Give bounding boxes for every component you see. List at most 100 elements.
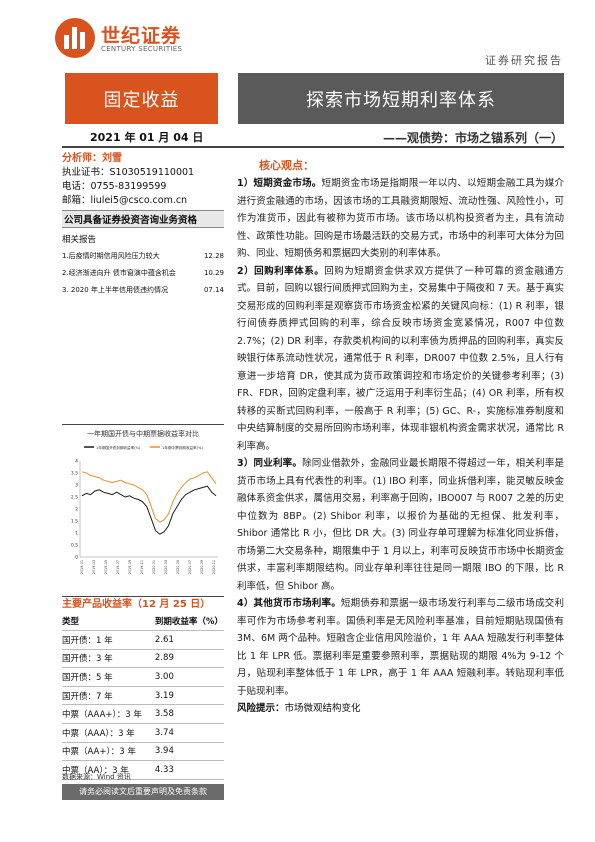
yield-chart-plot: 1年期国开债到期收益率(%) 1年期中票到期收益率(%) 0 0.5 1 1.5 2 2.5 3…	[71, 445, 218, 574]
table-cell: 国开债：7 年	[62, 686, 143, 706]
related-reports-heading: 相关报告	[62, 235, 97, 245]
y-tick-label: 1	[75, 531, 78, 537]
yield-table-title: 主要产品收益率（12 月 25 日）	[62, 596, 224, 612]
table-cell: 国开债：3 年	[62, 649, 143, 669]
table-cell: 国开债：1 年	[62, 630, 143, 650]
report-type: 证券研究报告	[485, 54, 563, 67]
point-lead: 3）同业利率。	[237, 458, 303, 469]
table-row: 国开债：1 年 2.61	[62, 630, 224, 650]
x-tick-label: 2020-09	[200, 560, 204, 574]
related-report-item[interactable]: 3. 2020 年上半年信用债违约情况 07.14	[62, 282, 224, 299]
analyst-name: 分析师：刘雪	[62, 153, 122, 164]
x-tick-label: 2019-05	[104, 560, 108, 574]
related-report-item[interactable]: 2.经济渐进向升 债市窗演中蕴含机会 10.29	[62, 265, 224, 282]
legend-label: 1年期国开债到期收益率(%)	[96, 445, 141, 450]
table-row: 中票（AA）：3 年 4.33	[62, 760, 224, 780]
point-text: 回购为短期资金供求双方提供了一种可靠的资金融通方式。目前，回购以银行间质押式回购…	[237, 265, 564, 452]
table-row: 中票（AA+）：3 年 3.94	[62, 742, 224, 762]
report-title: 探索市场短期利率体系	[238, 73, 564, 124]
logo-text-en: CENTURY SECURITIES	[101, 45, 183, 53]
x-tick-label: 2019-07	[116, 560, 120, 574]
series-line	[81, 471, 217, 523]
table-header-row: 类型 到期收益率（%）	[62, 612, 224, 632]
table-cell: 中票（AA）：3 年	[62, 760, 143, 780]
point-text: 短期债券和票据一级市场发行利率与二级市场成交利率可作为市场参考利率。国债利率是无…	[237, 598, 564, 697]
y-tick-label: 2.5	[71, 495, 78, 501]
risk-note: 风险提示：市场微观结构变化	[237, 700, 564, 717]
related-report-date: 12.28	[203, 252, 224, 260]
table-cell: 3.19	[142, 686, 224, 706]
point-lead: 2）回购利率体系。	[237, 265, 325, 277]
y-tick-label: 0.5	[71, 543, 78, 549]
core-views-heading: 核心观点：	[259, 159, 314, 172]
table-cell: 国开债：5 年	[62, 667, 143, 687]
x-tick-label: 2019-01	[80, 560, 84, 574]
point-paragraph: 2）回购利率体系。回购为短期资金供求双方提供了一种可靠的资金融通方式。目前，回购…	[237, 263, 564, 456]
sidebar: 分析师：刘雪 执业证书：S1030519110001 电话：0755-83199…	[62, 152, 224, 299]
table-cell: 3.94	[142, 742, 224, 762]
table-row: 中票（AAA）：3 年 3.74	[62, 723, 224, 743]
x-tick-label: 2020-01	[152, 560, 156, 574]
analyst-info: 分析师：刘雪 执业证书：S1030519110001 电话：0755-83199…	[62, 152, 224, 208]
related-report-item[interactable]: 1.后疫情时期信用风险压力较大 12.28	[62, 248, 224, 265]
y-tick-label: 0	[75, 555, 78, 561]
related-report-date: 07.14	[203, 286, 224, 294]
chart-title: 一年期国开债与中期票据收益率对比	[87, 430, 199, 438]
logo-text-cn: 世纪证券	[101, 25, 182, 47]
point-text: 除同业借款外，金融同业最长期限不得超过一年，相关利率是货币市场上具有代表性的利率…	[237, 458, 564, 592]
y-tick-label: 4	[75, 459, 78, 465]
qualification-note: 公司具备证券投资咨询业务资格	[62, 210, 224, 228]
x-tick-label: 2020-11	[212, 560, 216, 574]
x-tick-label: 2020-07	[188, 560, 192, 574]
report-date: 2021 年 01 月 04 日	[90, 131, 204, 144]
table-cell: 中票（AA+）：3 年	[62, 742, 143, 762]
x-tick-label: 2019-03	[92, 560, 96, 574]
point-paragraph: 4）其他货币市场利率。短期债券和票据一级市场发行利率与二级市场成交利率可作为市场…	[237, 595, 564, 700]
x-tick-label: 2019-11	[140, 560, 144, 574]
table-cell: 3.74	[142, 723, 224, 743]
point-lead: 4）其他货币市场利率。	[237, 598, 341, 609]
table-header-cell: 类型	[62, 612, 143, 632]
main-content: 核心观点： 1）短期资金市场。短期资金市场是指期限一年以内、以短期金融工具为媒介…	[237, 157, 564, 717]
table-cell: 中票（AAA）：3 年	[62, 723, 143, 743]
header-divider	[62, 146, 564, 148]
company-logo: 世纪证券 CENTURY SECURITIES	[55, 18, 235, 58]
table-row: 中票（AAA+）：3 年 3.58	[62, 704, 224, 725]
legend-label: 1年期中票到期收益率(%)	[162, 445, 203, 450]
analyst-license: 执业证书：S1030519110001	[62, 167, 195, 178]
category-band: 固定收益	[65, 73, 218, 124]
table-row: 国开债：7 年 3.19	[62, 686, 224, 706]
point-paragraph: 1）短期资金市场。短期资金市场是指期限一年以内、以短期金融工具为媒介进行资金融通…	[237, 175, 564, 263]
risk-label: 风险提示：	[237, 703, 285, 714]
related-report-title: 3. 2020 年上半年信用债违约情况	[62, 286, 168, 294]
data-source: 数据来源：Wind 资讯	[62, 773, 131, 781]
yield-table: 类型 到期收益率（%） 国开债：1 年 2.61 国开债：3 年 2.89 国开债：…	[62, 612, 224, 799]
disclaimer-bar[interactable]: 请务必阅读文后重要声明及免责条款	[62, 784, 224, 800]
y-tick-label: 3.5	[71, 471, 78, 477]
y-tick-label: 2	[75, 507, 78, 513]
related-report-title: 1.后疫情时期信用风险压力较大	[62, 252, 160, 260]
risk-text: 市场微观结构变化	[284, 703, 361, 714]
table-row: 国开债：3 年 2.89	[62, 649, 224, 669]
point-text: 短期资金市场是指期限一年以内、以短期金融工具为媒介进行资金融通的市场，因该市场的…	[237, 178, 564, 259]
x-tick-label: 2019-09	[128, 560, 132, 574]
x-tick-label: 2020-05	[176, 560, 180, 574]
yield-chart: 一年期国开债与中期票据收益率对比 1年期国开债到期收益率(%) 1年期中票到期收益…	[62, 424, 224, 587]
table-cell: 3.58	[142, 704, 224, 725]
point-paragraph: 3）同业利率。除同业借款外，金融同业最长期限不得超过一年，相关利率是货币市场上具…	[237, 455, 564, 595]
y-tick-label: 1.5	[71, 519, 78, 525]
related-report-date: 10.29	[203, 269, 224, 277]
table-cell: 中票（AAA+）：3 年	[62, 704, 143, 725]
table-cell: 2.61	[142, 630, 224, 650]
report-subtitle: ——观债势：市场之锚系列（一）	[382, 131, 563, 145]
y-tick-label: 3	[75, 483, 78, 489]
table-cell: 2.89	[142, 649, 224, 669]
related-report-title: 2.经济渐进向升 债市窗演中蕴含机会	[62, 269, 176, 277]
point-lead: 1）短期资金市场。	[237, 178, 322, 189]
table-cell: 3.00	[142, 667, 224, 687]
x-tick-label: 2020-03	[164, 560, 168, 574]
analyst-email[interactable]: 邮箱：liulei5@csco.com.cn	[62, 195, 188, 206]
table-row: 国开债：5 年 3.00	[62, 667, 224, 687]
table-header-cell: 到期收益率（%）	[142, 612, 224, 632]
series-line	[81, 485, 217, 535]
